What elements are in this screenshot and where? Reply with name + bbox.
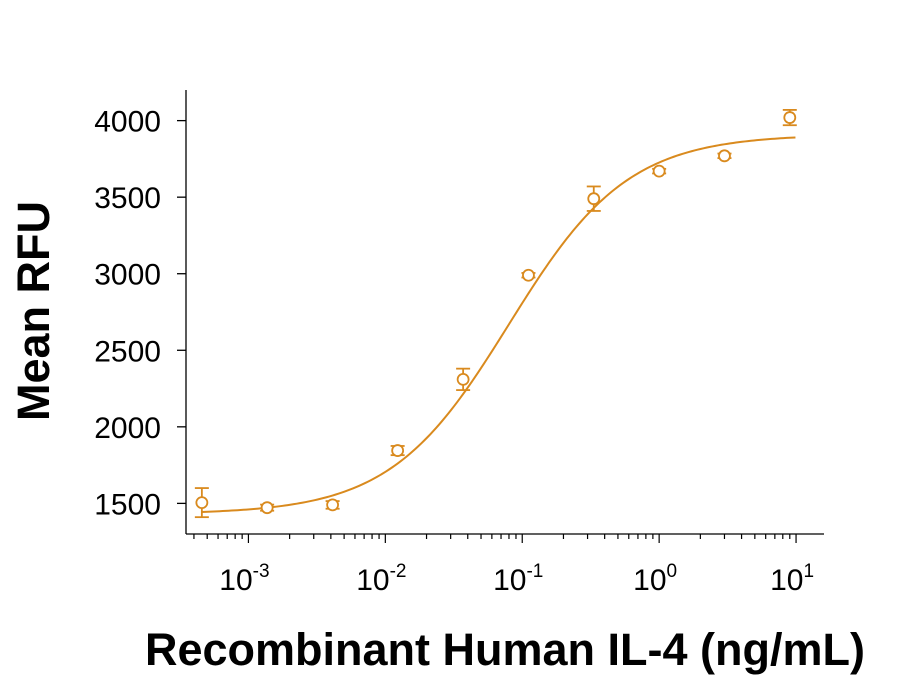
data-point [456,367,471,391]
x-tick-base: 10 [356,564,389,597]
x-tick-base: 10 [633,564,666,597]
point-marker [456,372,470,386]
x-tick-label: 100 [633,561,677,597]
point-marker [718,149,731,163]
y-axis-ticks: 1500 2000 2500 3000 3500 4000 [94,106,186,521]
x-tick-label: 10-3 [219,561,269,597]
x-tick-exponent: 1 [803,561,814,582]
point-marker [783,111,797,124]
data-point [390,444,405,457]
point-marker [587,192,601,206]
x-tick-exponent: -3 [253,561,270,582]
point-marker [326,498,340,512]
x-tick-exponent: -2 [390,561,407,582]
x-tick-base: 10 [770,564,803,597]
y-tick-label: 2500 [94,335,161,368]
point-marker [652,164,666,178]
data-point [652,164,667,178]
y-tick-label: 2000 [94,412,161,445]
point-marker [391,444,405,457]
x-tick-exponent: 0 [667,561,678,582]
point-marker [260,501,274,515]
data-point [260,501,275,515]
y-tick-label: 4000 [94,106,161,139]
data-point [194,487,209,519]
y-axis-title: Mean RFU [8,201,59,421]
x-tick-exponent: -1 [526,561,543,582]
x-tick-base: 10 [219,564,252,597]
data-point [586,185,601,212]
x-tick-label: 101 [770,561,814,597]
x-tick-base: 10 [493,564,526,597]
data-point [521,268,536,282]
x-axis-title: Recombinant Human IL-4 (ng/mL) [145,624,865,675]
data-points [194,109,797,519]
fit-curve [201,136,796,513]
x-tick-label: 10-2 [356,561,406,597]
data-point [325,498,340,512]
x-tick-label: 10-1 [493,561,543,597]
point-marker [195,496,209,510]
data-point [782,109,797,127]
y-tick-label: 3500 [94,182,161,215]
y-tick-label: 1500 [94,488,161,521]
y-tick-label: 3000 [94,259,161,292]
data-point [717,149,732,163]
x-axis-ticks: 10-3 10-2 10-1 100 101 [193,534,814,597]
point-marker [522,268,535,282]
